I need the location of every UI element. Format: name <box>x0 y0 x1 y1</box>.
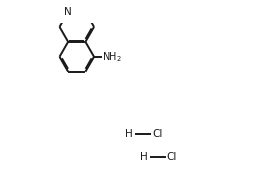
Text: Cl: Cl <box>152 129 163 139</box>
Text: H: H <box>125 129 133 139</box>
Text: N: N <box>64 7 72 17</box>
Text: NH$_2$: NH$_2$ <box>102 50 122 64</box>
Text: Cl: Cl <box>167 152 177 162</box>
Text: H: H <box>140 152 148 162</box>
